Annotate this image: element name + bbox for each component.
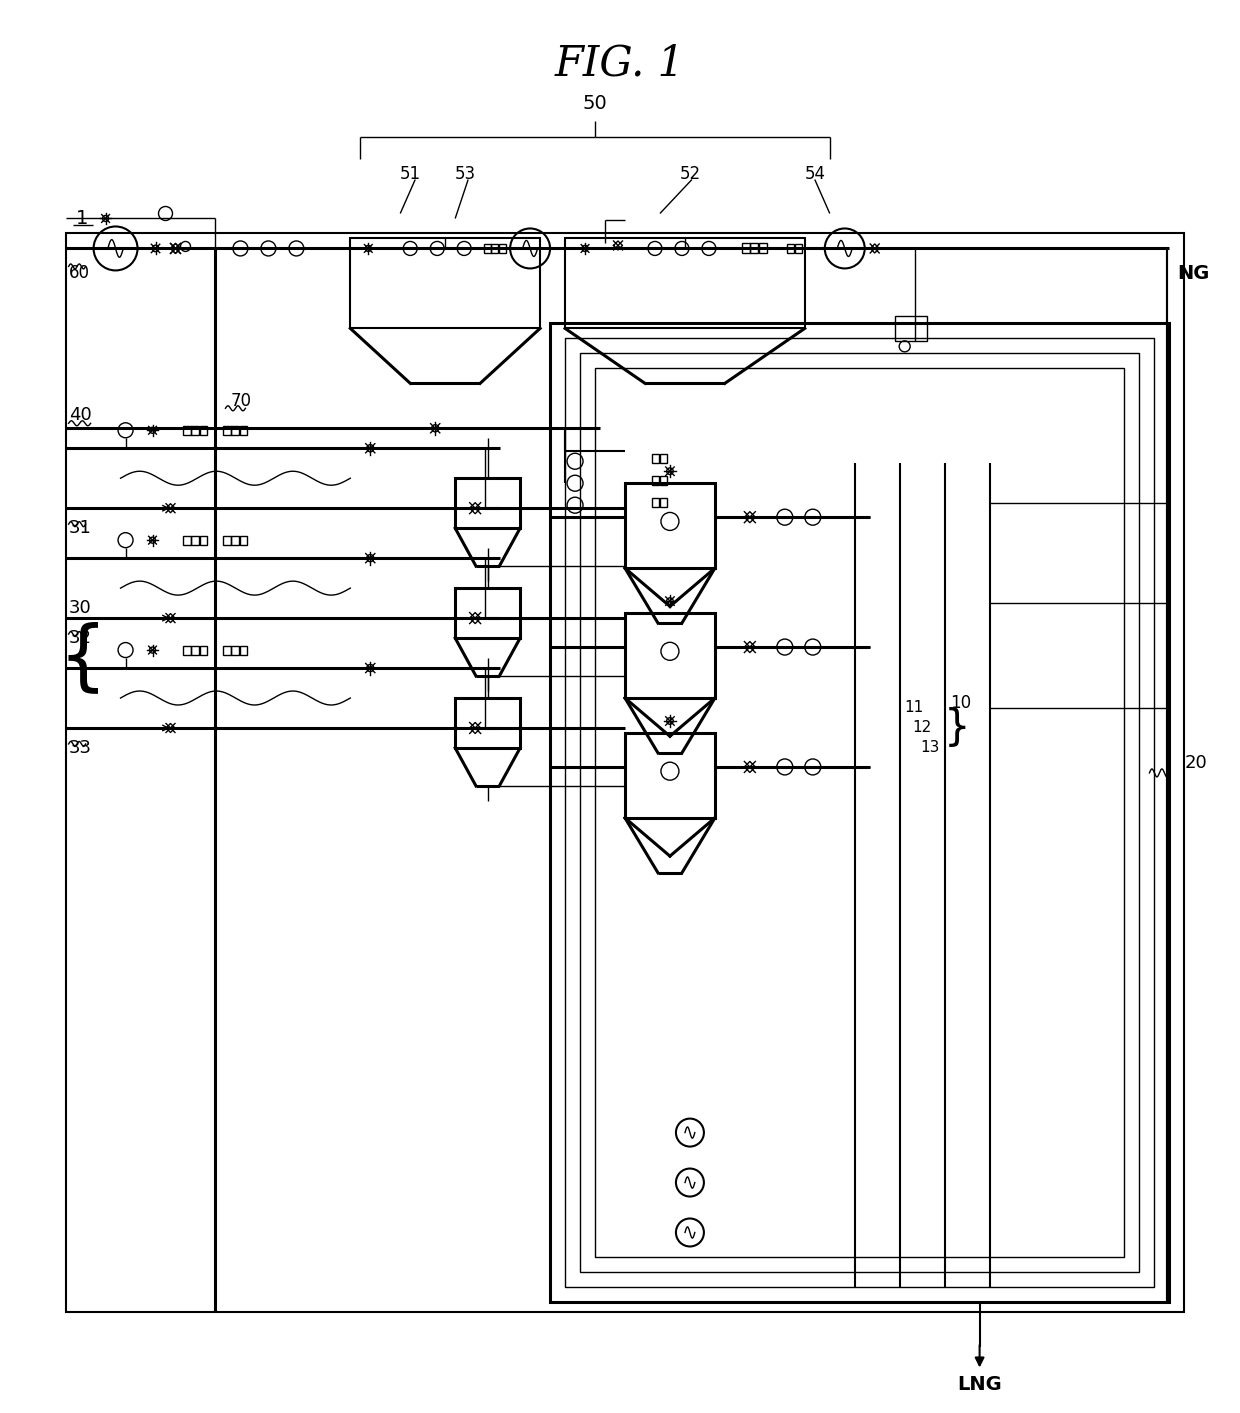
Bar [652,497,660,507]
Bar [455,698,520,747]
Text: LNG: LNG [957,1375,1002,1393]
Bar [750,243,759,253]
Bar [787,244,794,253]
Bar [200,646,207,654]
Bar [191,425,198,435]
Text: 11: 11 [905,701,924,715]
Bar [759,243,768,253]
Bar [491,244,498,253]
Bar [191,536,198,544]
Text: 52: 52 [680,164,701,182]
Bar [660,476,667,485]
Text: 54: 54 [805,164,826,182]
Bar [895,317,926,342]
Text: 10: 10 [950,694,971,712]
Bar [498,244,506,253]
Bar [351,239,541,328]
Text: 1: 1 [76,209,88,227]
Bar [660,454,667,462]
Text: 33: 33 [68,739,92,757]
Bar [223,425,231,435]
Bar [184,425,191,435]
Bar [184,536,191,544]
Text: 40: 40 [68,407,92,424]
Text: 20: 20 [1184,755,1207,771]
Text: }: } [944,706,970,749]
Bar [580,353,1140,1273]
Text: {: { [58,622,107,695]
Text: 51: 51 [401,164,422,182]
Text: NG: NG [1177,264,1210,283]
Text: 13: 13 [920,740,940,756]
Bar [660,497,667,507]
Bar [484,244,491,253]
Bar [191,646,198,654]
Bar [239,425,247,435]
Bar [239,536,247,544]
Bar [455,478,520,528]
Text: 70: 70 [231,393,252,410]
Bar [66,233,1184,1313]
Bar [625,733,715,818]
Bar [232,536,239,544]
Text: 50: 50 [583,95,608,113]
Bar [184,646,191,654]
Bar [232,646,239,654]
Text: 31: 31 [68,519,92,537]
Text: 12: 12 [913,721,932,736]
Bar [239,646,247,654]
Bar [625,483,715,568]
Bar [565,338,1154,1287]
Bar [200,425,207,435]
Bar [455,588,520,639]
Text: 60: 60 [68,264,89,283]
Bar [565,239,805,328]
Bar [742,243,750,253]
Bar [595,369,1125,1258]
Bar [223,536,231,544]
Bar [223,646,231,654]
Text: 32: 32 [68,629,92,647]
Bar [652,476,660,485]
Text: FIG. 1: FIG. 1 [556,42,684,85]
Text: 53: 53 [455,164,476,182]
Bar [200,536,207,544]
Bar [551,324,1169,1303]
Bar [795,244,802,253]
Bar [232,425,239,435]
Bar [625,613,715,698]
Text: 30: 30 [68,599,92,617]
Bar [652,454,660,462]
